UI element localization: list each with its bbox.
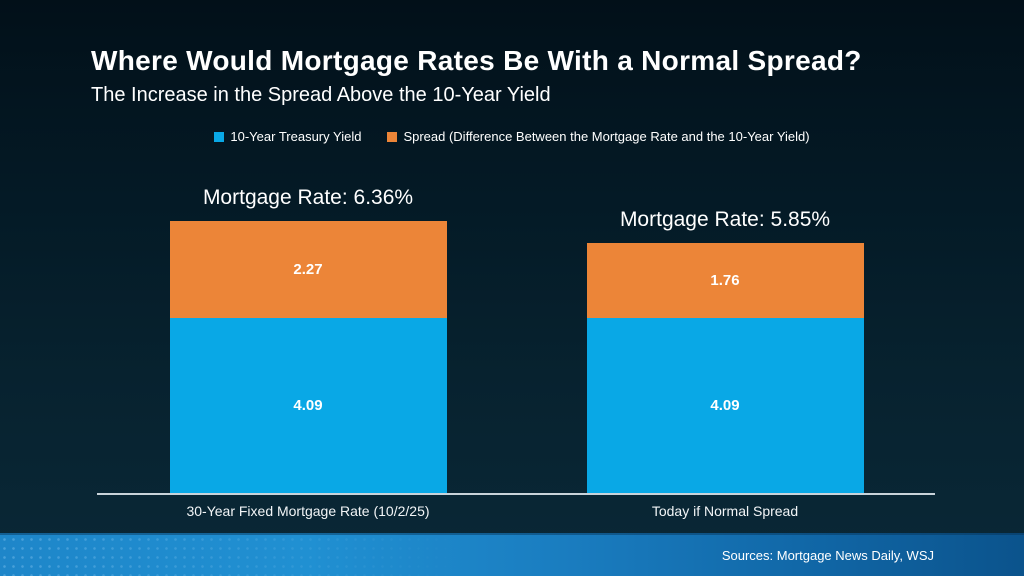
- category-label: 30-Year Fixed Mortgage Rate (10/2/25): [186, 503, 430, 519]
- bar-total-label: Mortgage Rate: 6.36%: [202, 185, 414, 209]
- footer-band: Sources: Mortgage News Daily, WSJ: [0, 533, 1024, 576]
- blue-swatch-icon: [214, 131, 225, 142]
- footer-dot-texture: [0, 535, 472, 576]
- segment-value-label: 4.09: [710, 396, 740, 414]
- source-text: Sources: Mortgage News Daily, WSJ: [721, 548, 934, 563]
- bar-segment-spread: 2.27: [169, 220, 447, 318]
- legend-label: 10-Year Treasury Yield: [230, 129, 362, 144]
- bar-segment-yield: 4.09: [169, 317, 447, 493]
- legend-item-spread: Spread (Difference Between the Mortgage …: [387, 129, 810, 144]
- segment-value-label: 2.27: [293, 260, 323, 278]
- bar-group-current: Mortgage Rate: 6.36% 2.27 4.09 30-Year F…: [169, 186, 447, 519]
- legend-item-treasury-yield: 10-Year Treasury Yield: [214, 129, 361, 144]
- page-subtitle: The Increase in the Spread Above the 10-…: [91, 84, 551, 106]
- bar-total-label: Mortgage Rate: 5.85%: [619, 207, 831, 231]
- legend-label: Spread (Difference Between the Mortgage …: [403, 129, 810, 144]
- bar-segment-spread: 1.76: [586, 242, 864, 318]
- category-label: Today if Normal Spread: [651, 503, 799, 519]
- page-title: Where Would Mortgage Rates Be With a Nor…: [91, 45, 862, 76]
- bar-segment-yield: 4.09: [586, 317, 864, 493]
- segment-value-label: 4.09: [293, 396, 323, 414]
- orange-swatch-icon: [387, 131, 398, 142]
- segment-value-label: 1.76: [710, 271, 740, 289]
- chart-legend: 10-Year Treasury Yield Spread (Differenc…: [0, 129, 1024, 144]
- x-axis-line: [97, 493, 935, 495]
- bar-group-normal-spread: Mortgage Rate: 5.85% 1.76 4.09 Today if …: [586, 208, 864, 519]
